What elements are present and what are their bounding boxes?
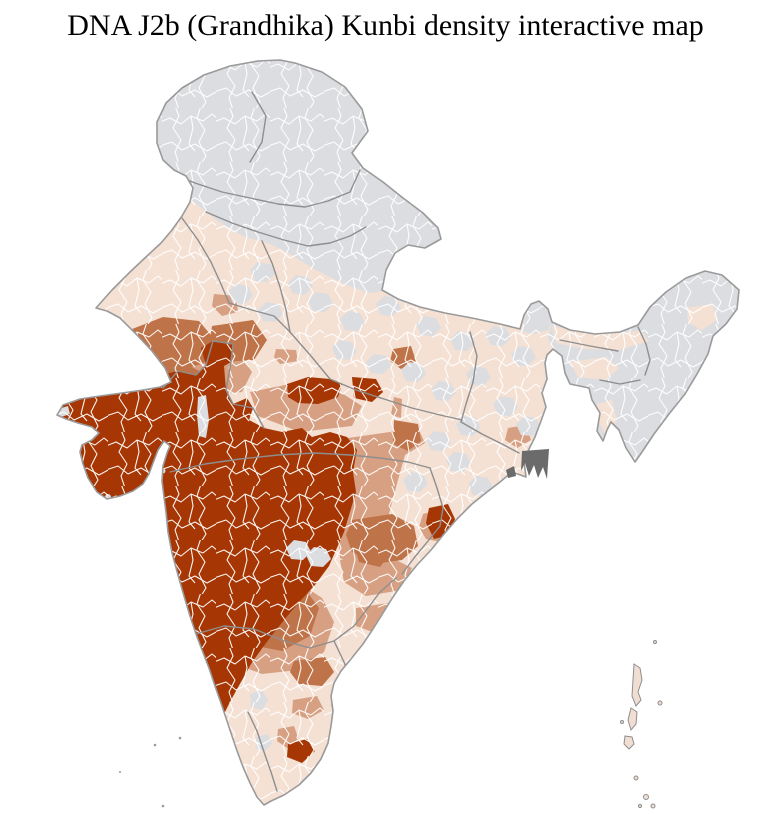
island bbox=[161, 804, 165, 808]
island-group[interactable] bbox=[620, 640, 663, 809]
andaman-nicobar-islands[interactable] bbox=[620, 640, 663, 809]
island[interactable] bbox=[650, 803, 656, 809]
delta-patch bbox=[506, 466, 516, 478]
state-border bbox=[329, 378, 463, 421]
state-border bbox=[460, 331, 478, 423]
island[interactable] bbox=[638, 804, 642, 808]
island[interactable] bbox=[631, 663, 643, 707]
india-coastline-outline bbox=[56, 59, 740, 806]
state-border bbox=[212, 340, 265, 429]
state-border bbox=[169, 452, 431, 473]
state-border bbox=[261, 240, 291, 333]
sundarbans-delta-marsh bbox=[506, 449, 549, 479]
district-borders-mesh bbox=[57, 60, 739, 805]
island bbox=[153, 743, 157, 747]
island[interactable] bbox=[623, 735, 635, 750]
island[interactable] bbox=[633, 775, 639, 781]
state-border bbox=[460, 421, 520, 454]
state-border bbox=[181, 217, 230, 304]
state-border bbox=[205, 211, 367, 247]
delta-patch bbox=[521, 449, 549, 479]
state-border bbox=[637, 326, 651, 376]
state-border bbox=[599, 379, 641, 385]
island[interactable] bbox=[643, 794, 649, 800]
island bbox=[119, 771, 121, 773]
state-border bbox=[429, 467, 444, 527]
island[interactable] bbox=[653, 640, 657, 644]
state-border bbox=[162, 340, 214, 389]
island[interactable] bbox=[620, 720, 624, 724]
state-border bbox=[249, 91, 267, 163]
island[interactable] bbox=[627, 707, 638, 732]
island bbox=[178, 736, 182, 740]
state-border bbox=[401, 525, 441, 575]
state-border bbox=[195, 577, 397, 649]
state-border bbox=[228, 302, 291, 333]
lakshadweep-islands bbox=[119, 736, 182, 808]
state-border bbox=[559, 339, 619, 352]
island[interactable] bbox=[657, 700, 663, 706]
page-title: DNA J2b (Grandhika) Kunbi density intera… bbox=[67, 9, 704, 42]
state-border bbox=[289, 331, 331, 380]
state-border bbox=[247, 711, 278, 792]
state-border bbox=[167, 169, 361, 208]
